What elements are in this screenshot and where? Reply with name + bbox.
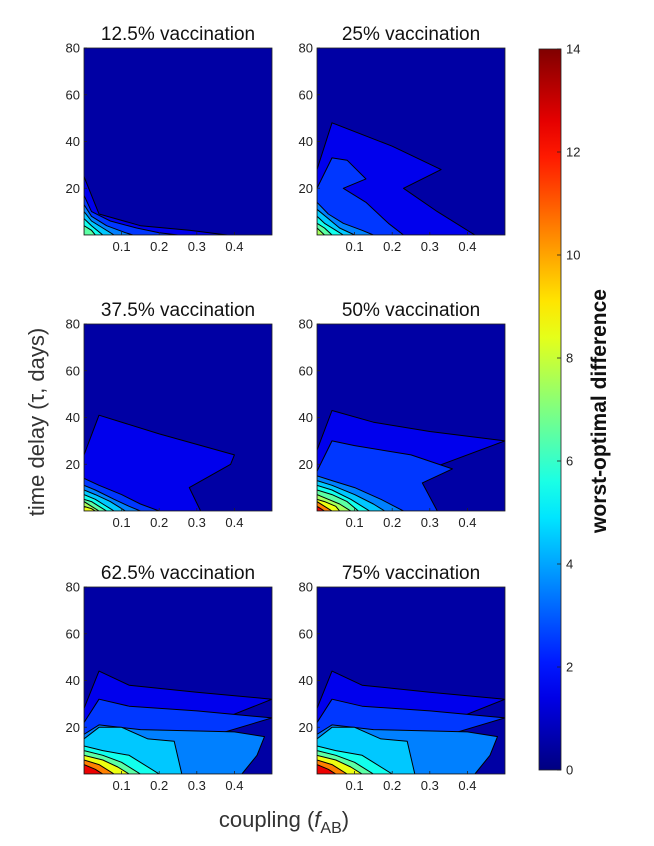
x-tick-label: 0.3 [188, 778, 206, 793]
x-tick-label: 0.4 [458, 778, 476, 793]
x-tick-label: 0.1 [346, 778, 364, 793]
y-tick-label: 80 [299, 580, 313, 595]
colorbar-tick-label: 14 [566, 42, 580, 57]
panel-title: 37.5% vaccination [101, 300, 255, 321]
panel-title: 12.5% vaccination [101, 24, 255, 45]
x-tick-label: 0.2 [150, 515, 168, 530]
y-tick-label: 20 [299, 457, 313, 472]
x-tick-label: 0.3 [421, 778, 439, 793]
panel-title: 25% vaccination [342, 24, 480, 45]
y-tick-label: 60 [66, 87, 80, 102]
colorbar-label: worst-optimal difference [588, 289, 611, 534]
y-tick-label: 60 [66, 363, 80, 378]
y-tick-label: 20 [66, 720, 80, 735]
x-tick-label: 0.2 [383, 239, 401, 254]
x-tick-label: 0.1 [113, 239, 131, 254]
contour-region [317, 764, 337, 774]
y-tick-label: 80 [299, 317, 313, 332]
y-tick-label: 20 [66, 181, 80, 196]
panel-title: 50% vaccination [342, 300, 480, 321]
y-tick-label: 60 [66, 626, 80, 641]
y-tick-label: 60 [299, 626, 313, 641]
contour-region [84, 505, 96, 511]
contour-region [84, 176, 228, 235]
y-tick-label: 40 [299, 410, 313, 425]
x-tick-label: 0.4 [225, 239, 243, 254]
contour-region [84, 225, 96, 235]
x-tick-label: 0.3 [421, 515, 439, 530]
panel-title: 75% vaccination [342, 563, 480, 584]
x-tick-label: 0.1 [113, 515, 131, 530]
y-tick-label: 80 [66, 580, 80, 595]
colorbar-tick-label: 10 [566, 248, 580, 263]
x-axis-label-subscript: AB [320, 820, 341, 837]
y-tick-label: 40 [299, 673, 313, 688]
y-tick-label: 20 [299, 181, 313, 196]
y-tick-label: 80 [299, 41, 313, 56]
contour-region [317, 227, 325, 235]
y-tick-label: 60 [299, 363, 313, 378]
y-tick-label: 80 [66, 41, 80, 56]
y-tick-label: 40 [66, 134, 80, 149]
x-axis-label-text: coupling ( [219, 807, 315, 832]
colorbar-tick-label: 2 [566, 660, 573, 675]
y-axis-label: time delay (τ, days) [24, 328, 49, 516]
contour-region [317, 157, 404, 235]
y-tick-label: 60 [299, 87, 313, 102]
x-tick-label: 0.4 [225, 778, 243, 793]
x-tick-label: 0.3 [421, 239, 439, 254]
x-axis-label-symbol: f [314, 807, 323, 832]
contour-panel: 75% vaccination 0.1 0.2 0.3 0.4 20 40 60 80 [299, 563, 506, 793]
contour-panel: 12.5% vaccination 0.1 0.2 0.3 0.4 20 40 60 80 [66, 24, 273, 254]
colorbar-tick-label: 4 [566, 557, 573, 572]
contour-panel: 62.5% vaccination 0.1 0.2 0.3 0.4 20 40 60 80 [66, 563, 273, 793]
contour-background [84, 48, 272, 235]
colorbar-tick-label: 8 [566, 351, 573, 366]
contour-panel: 25% vaccination 0.1 0.2 0.3 0.4 20 40 60 80 [299, 24, 506, 254]
x-axis-label-close: ) [342, 807, 349, 832]
contour-region [84, 194, 179, 235]
x-tick-label: 0.3 [188, 515, 206, 530]
colorbar-tick-label: 6 [566, 454, 573, 469]
x-tick-label: 0.2 [150, 778, 168, 793]
x-tick-label: 0.4 [458, 515, 476, 530]
x-tick-label: 0.2 [150, 239, 168, 254]
contour-panel: 50% vaccination 0.1 0.2 0.3 0.4 20 40 60 80 [299, 300, 506, 530]
contour-region [317, 505, 325, 511]
x-tick-label: 0.4 [458, 239, 476, 254]
y-tick-label: 80 [66, 317, 80, 332]
x-tick-label: 0.4 [225, 515, 243, 530]
colorbar: 0 2 4 6 8 10 12 14 [538, 42, 580, 778]
colorbar-tick-label: 12 [566, 145, 580, 160]
y-tick-label: 40 [66, 410, 80, 425]
x-tick-label: 0.1 [346, 515, 364, 530]
y-tick-label: 40 [66, 673, 80, 688]
panel-title: 62.5% vaccination [101, 563, 255, 584]
contour-region [84, 764, 104, 774]
y-tick-label: 20 [66, 457, 80, 472]
contour-panel: 37.5% vaccination 0.1 0.2 0.3 0.4 20 40 60 80 [66, 300, 273, 530]
x-tick-label: 0.1 [346, 239, 364, 254]
x-tick-label: 0.3 [188, 239, 206, 254]
x-tick-label: 0.2 [383, 515, 401, 530]
y-tick-label: 40 [299, 134, 313, 149]
y-tick-label: 20 [299, 720, 313, 735]
contour-region [84, 414, 235, 511]
x-tick-label: 0.1 [113, 778, 131, 793]
x-tick-label: 0.2 [383, 778, 401, 793]
colorbar-tick-label: 0 [566, 763, 573, 778]
x-axis-label: coupling (fAB) [219, 807, 349, 837]
colorbar-gradient [538, 48, 562, 771]
